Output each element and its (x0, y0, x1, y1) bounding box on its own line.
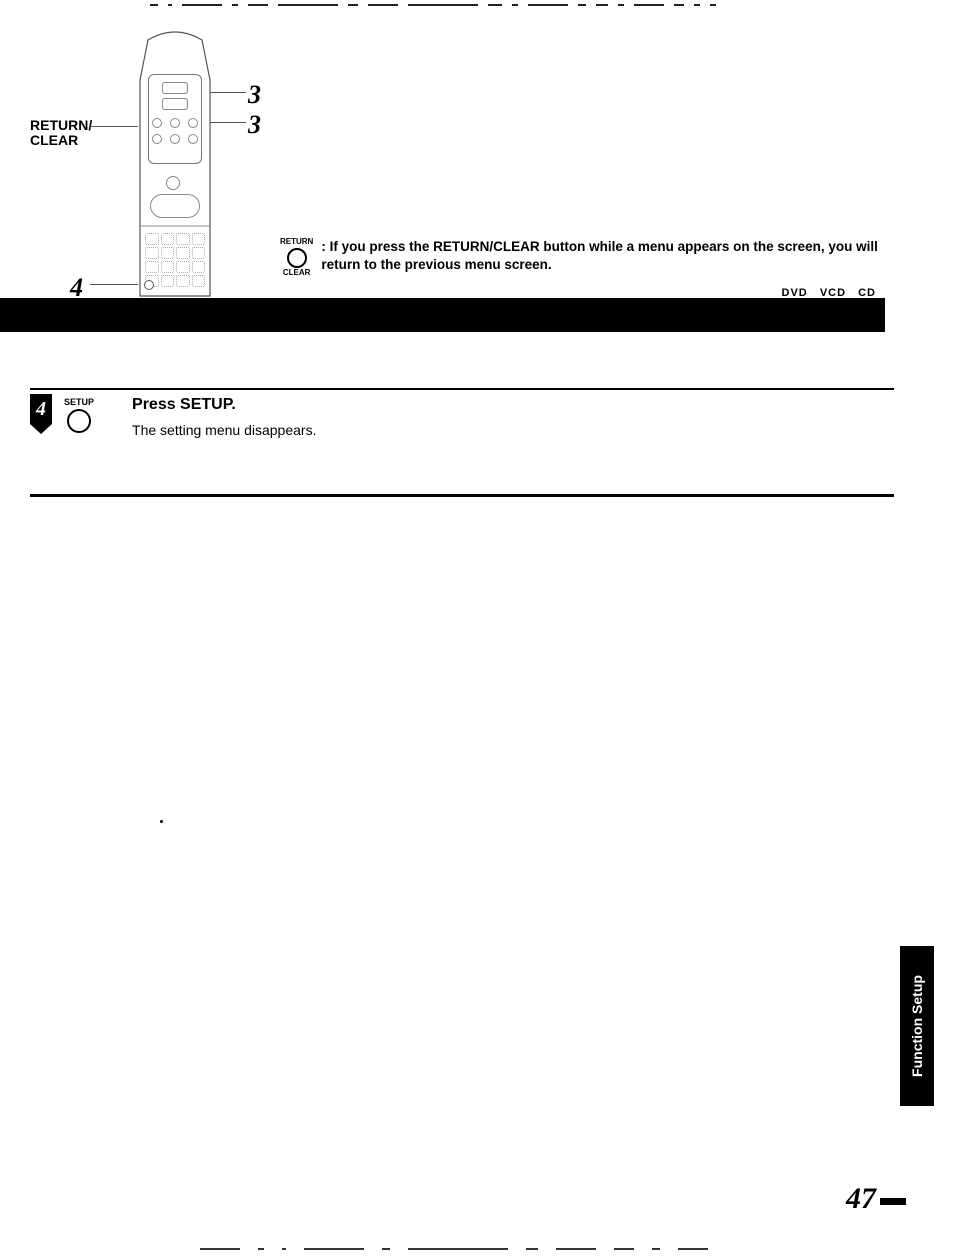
page-number-bar (880, 1198, 906, 1205)
remote-button (162, 82, 188, 94)
callout-3-top: 3 (248, 80, 261, 110)
icon-label-bottom: CLEAR (283, 269, 311, 278)
section-side-tab: Function Setup (900, 946, 934, 1106)
remote-button (166, 176, 180, 190)
rule-bottom (30, 494, 894, 497)
rule-top (30, 388, 894, 390)
page-number: 47 (846, 1182, 906, 1216)
remote-button (152, 118, 162, 128)
page-number-value: 47 (846, 1182, 876, 1215)
return-clear-button-icon: RETURN CLEAR (280, 238, 313, 278)
remote-button (188, 134, 198, 144)
remote-body (130, 30, 220, 300)
setup-button-icon: SETUP (64, 398, 94, 433)
scan-artifact-top (150, 4, 894, 6)
section-divider-bar (0, 298, 885, 332)
remote-diagram: RETURN/ CLEAR 3 3 4 (30, 30, 280, 300)
remote-bottom-button (144, 280, 154, 290)
step-number-badge: 4 (30, 394, 52, 434)
label-line2: CLEAR (30, 132, 78, 148)
remote-button (170, 134, 180, 144)
setup-icon-label: SETUP (64, 398, 94, 407)
scan-artifact-bottom (200, 1248, 854, 1250)
step-heading: Press SETUP. (132, 396, 894, 414)
step-body: The setting menu disappears. (132, 422, 894, 438)
remote-button (162, 98, 188, 110)
callout-3-bottom: 3 (248, 110, 261, 140)
return-clear-note: RETURN CLEAR : If you press the RETURN/C… (280, 238, 894, 278)
label-line1: RETURN/ (30, 117, 92, 133)
circle-icon (287, 248, 307, 268)
circle-icon (67, 409, 91, 433)
icon-label-top: RETURN (280, 238, 313, 247)
remote-button (152, 134, 162, 144)
scan-artifact-dot (160, 820, 163, 823)
step-4-section: 4 SETUP Press SETUP. The setting menu di… (30, 388, 894, 497)
return-clear-label: RETURN/ CLEAR (30, 118, 92, 147)
return-clear-note-text: : If you press the RETURN/CLEAR button w… (321, 238, 894, 274)
remote-dpad (150, 194, 200, 218)
remote-button (188, 118, 198, 128)
side-tab-label: Function Setup (909, 975, 925, 1077)
remote-button (170, 118, 180, 128)
